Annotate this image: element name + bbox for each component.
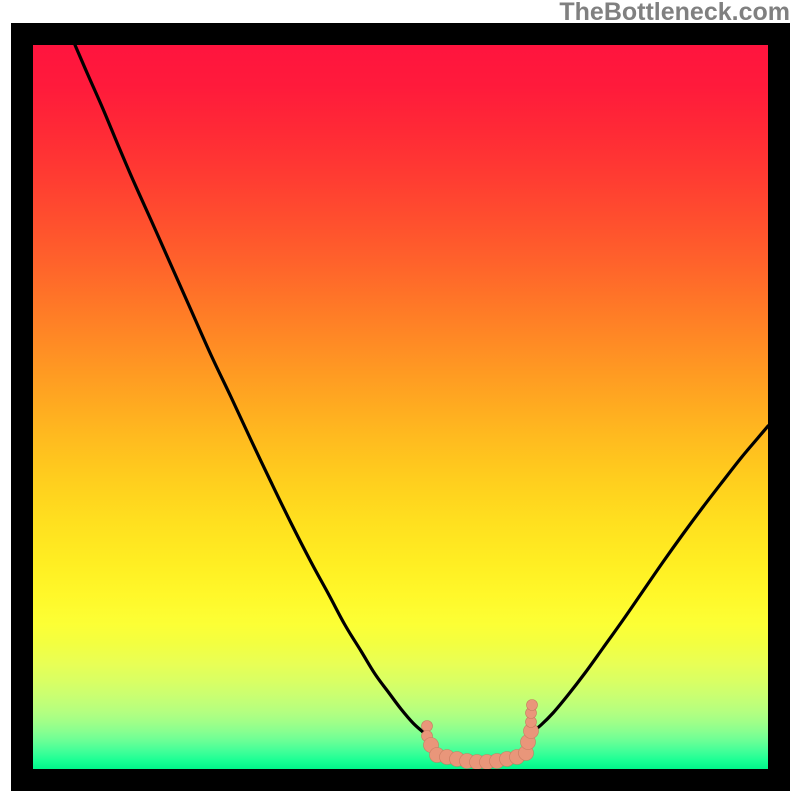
gradient-background: [33, 45, 768, 769]
chart-plot-area: [33, 45, 768, 769]
watermark-text: TheBottleneck.com: [559, 0, 790, 27]
data-marker: [527, 700, 538, 711]
chart-svg: [33, 45, 768, 769]
data-marker: [422, 721, 433, 732]
